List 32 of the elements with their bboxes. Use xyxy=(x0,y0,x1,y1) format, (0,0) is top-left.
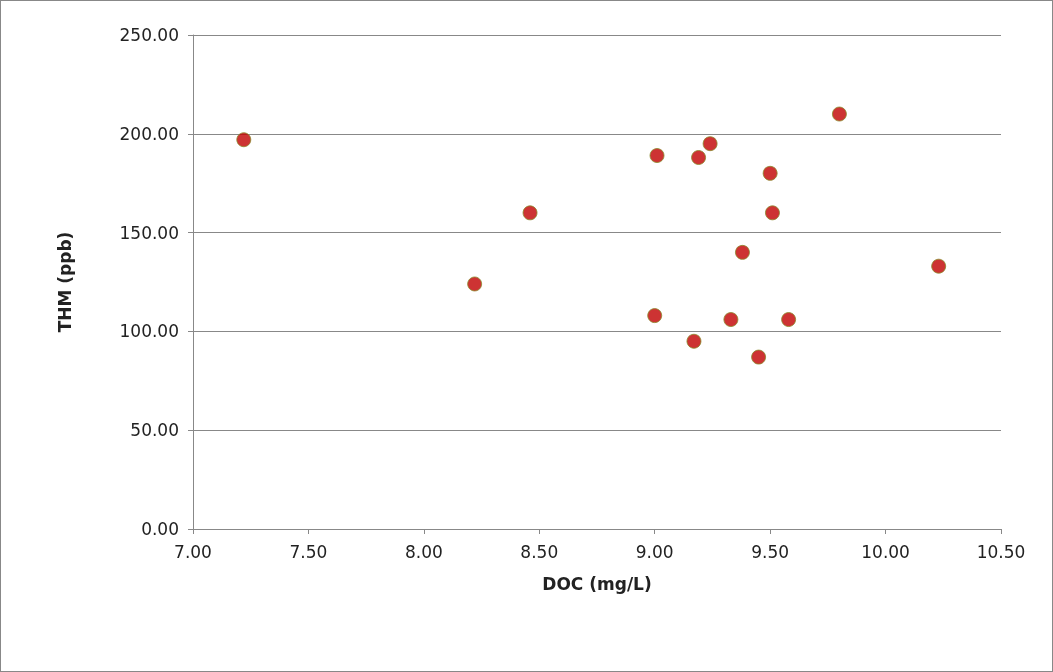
y-tick-label: 0.00 xyxy=(141,519,179,539)
y-tick-label: 150.00 xyxy=(119,222,179,243)
point xyxy=(649,148,665,164)
point xyxy=(734,244,750,260)
point xyxy=(723,312,739,328)
point xyxy=(702,136,718,152)
point xyxy=(647,308,663,324)
x-tick-label: 7.50 xyxy=(289,541,328,562)
point xyxy=(762,165,778,181)
x-tick-label: 7.00 xyxy=(174,541,212,562)
x-tick-label: 10.00 xyxy=(861,541,910,562)
y-tick-label: 50.00 xyxy=(130,420,179,441)
point xyxy=(781,312,797,328)
y-tick-label: 200.00 xyxy=(119,123,179,144)
point xyxy=(522,205,538,221)
point xyxy=(236,132,252,148)
x-tick-label: 10.50 xyxy=(976,541,1026,562)
y-tick-label: 100.00 xyxy=(119,321,179,342)
point xyxy=(691,150,707,166)
y-axis-title: THM (ppb) xyxy=(54,231,75,333)
point xyxy=(831,106,847,122)
x-tick-label: 8.50 xyxy=(520,541,559,562)
point xyxy=(764,205,780,221)
x-tick-label: 9.50 xyxy=(751,541,790,562)
y-tick-label: 250.00 xyxy=(119,25,179,45)
x-tick-label: 9.00 xyxy=(635,541,674,562)
point xyxy=(467,276,483,292)
point xyxy=(751,349,767,365)
x-axis-title: DOC (mg/L) xyxy=(542,573,652,594)
x-tick-label: 8.00 xyxy=(404,541,443,562)
point xyxy=(686,333,702,349)
point xyxy=(931,258,947,274)
